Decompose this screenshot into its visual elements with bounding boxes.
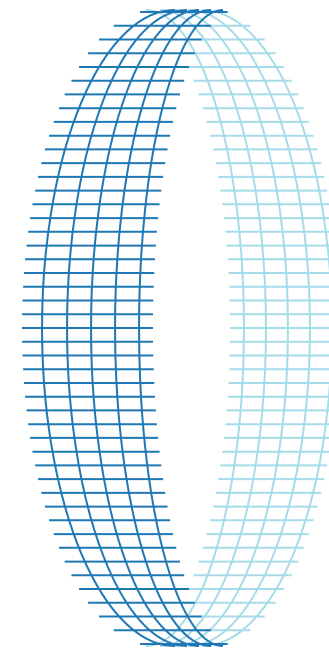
ring-front-half xyxy=(22,9,228,647)
ring-back-half xyxy=(143,9,329,647)
back-meridian-line xyxy=(201,9,329,647)
back-meridian-line xyxy=(145,9,245,647)
